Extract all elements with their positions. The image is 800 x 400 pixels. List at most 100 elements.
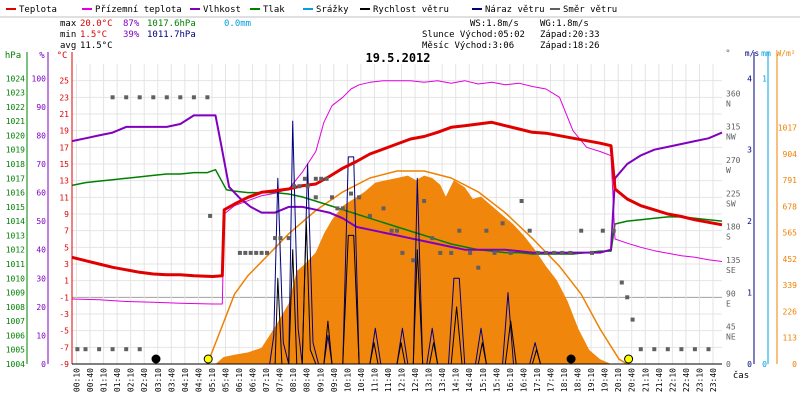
tick-x-46: 23:10 (695, 368, 704, 392)
tick-temp-11: 13 (59, 177, 69, 186)
tick-press-5: 1009 (6, 289, 25, 298)
tick-x-47: 23:40 (709, 368, 718, 392)
tick-temp-14: 19 (59, 127, 69, 136)
stat-min-temp: 1.5°C (80, 30, 107, 40)
wind-dir-point-28 (319, 176, 324, 181)
tick-dir-2: 90 (726, 289, 736, 298)
wind-dir-point-46 (468, 250, 473, 255)
wind-dir-point-29 (324, 176, 329, 181)
tick-hum-8: 80 (36, 131, 46, 140)
tick-solar-2: 226 (783, 307, 798, 316)
wind-dir-point-69 (679, 347, 684, 352)
stat-avg-label: avg (60, 41, 76, 51)
wind-dir-point-65 (630, 317, 635, 322)
tick-hum-10: 100 (32, 74, 47, 83)
tick-wind-3: 3 (747, 146, 752, 155)
wind-dir-point-31 (335, 206, 340, 211)
tick-press-1: 1005 (6, 346, 25, 355)
tick-dir-label-5: SW (726, 199, 736, 208)
tick-x-42: 21:10 (641, 368, 650, 392)
tick-x-28: 14:10 (452, 368, 461, 392)
tick-dir-label-2: E (726, 299, 731, 308)
wind-dir-point-7 (205, 95, 210, 100)
tick-press-18: 1022 (6, 103, 25, 112)
tick-x-26: 13:10 (425, 368, 434, 392)
tick-hum-9: 90 (36, 103, 46, 112)
tick-press-17: 1021 (6, 117, 25, 126)
wind-dir-point-8 (208, 213, 213, 218)
tick-temp-9: 9 (64, 210, 69, 219)
wind-dir-point-15 (237, 250, 242, 255)
tick-x-22: 11:10 (370, 368, 379, 392)
tick-rain-0: 0 (762, 360, 767, 369)
info-wg: WG:1.8m/s (540, 19, 589, 29)
tick-dir-6: 270 (726, 156, 741, 165)
wind-dir-point-21 (273, 236, 278, 241)
tick-dir-label-8: N (726, 99, 731, 108)
wind-dir-point-70 (692, 347, 697, 352)
legend-label-6: Náraz větru (485, 5, 545, 15)
sun-marker-3 (624, 354, 634, 364)
stat-max-label: max (60, 19, 77, 29)
stat-min-press: 1011.7hPa (147, 30, 196, 40)
tick-x-4: 02:10 (127, 368, 136, 392)
tick-solar-6: 678 (783, 202, 798, 211)
tick-x-40: 20:10 (614, 368, 623, 392)
tick-x-18: 09:10 (316, 368, 325, 392)
wind-dir-point-13 (124, 347, 129, 352)
tick-x-32: 16:10 (506, 368, 515, 392)
wind-dir-point-72 (302, 176, 307, 181)
tick-dir-8: 360 (726, 89, 741, 98)
tick-press-12: 1016 (6, 189, 25, 198)
wind-dir-point-0 (110, 95, 115, 100)
wind-dir-point-34 (357, 195, 362, 200)
legend-label-2: Vlhkost (203, 5, 241, 15)
tick-press-13: 1017 (6, 174, 25, 183)
wind-dir-point-1 (124, 95, 129, 100)
tick-solar-3: 339 (783, 281, 798, 290)
legend: Teplota Přízemní teplota Vlhkost Tlak Srážky… (0, 5, 800, 18)
info-sun-rise: Slunce Východ:05:02 (422, 30, 525, 40)
legend-label-5: Rychlost větru (373, 5, 449, 15)
tick-x-10: 05:10 (208, 368, 217, 392)
wind-dir-point-12 (110, 347, 115, 352)
tick-press-3: 1007 (6, 317, 25, 326)
tick-temp-2: -5 (59, 327, 69, 336)
stat-max-hum: 87% (123, 19, 140, 29)
moon-marker-0 (151, 354, 161, 364)
wind-dir-point-58 (568, 250, 573, 255)
tick-dir-0: 0 (726, 360, 731, 369)
series-2 (71, 114, 723, 254)
tick-hum-6: 60 (36, 189, 46, 198)
tick-solar-7: 791 (783, 176, 798, 185)
solar-area (215, 175, 611, 364)
wind-dir-point-26 (305, 184, 310, 189)
tick-x-39: 19:40 (601, 368, 610, 392)
wind-dir-point-6 (191, 95, 196, 100)
tick-x-30: 15:10 (479, 368, 488, 392)
wind-dir-point-64 (625, 295, 630, 300)
info-sun-set: Západ:20:33 (540, 30, 600, 40)
wind-dir-point-50 (500, 221, 505, 226)
tick-x-33: 16:40 (519, 368, 528, 392)
wind-dir-point-30 (330, 195, 334, 200)
wind-dir-point-14 (137, 347, 142, 352)
series-6 (206, 170, 628, 365)
wind-dir-point-59 (579, 228, 584, 233)
tick-x-17: 08:40 (303, 368, 312, 392)
tick-x-15: 07:40 (276, 368, 285, 392)
wind-dir-point-32 (340, 206, 345, 211)
tick-hum-0: 0 (41, 360, 46, 369)
stat-max-press: 1017.6hPa (147, 19, 196, 29)
stat-min-label: min (60, 30, 76, 40)
legend-label-7: Směr větru (563, 5, 617, 15)
legend-label-4: Srážky (316, 5, 349, 15)
wind-dir-point-49 (492, 250, 497, 255)
tick-temp-12: 15 (59, 160, 69, 169)
tick-x-5: 02:40 (140, 368, 149, 392)
wind-dir-point-61 (600, 228, 605, 233)
tick-solar-9: 1017 (778, 123, 797, 132)
sun-marker-1 (203, 354, 213, 364)
stat-min-hum: 39% (123, 30, 140, 40)
